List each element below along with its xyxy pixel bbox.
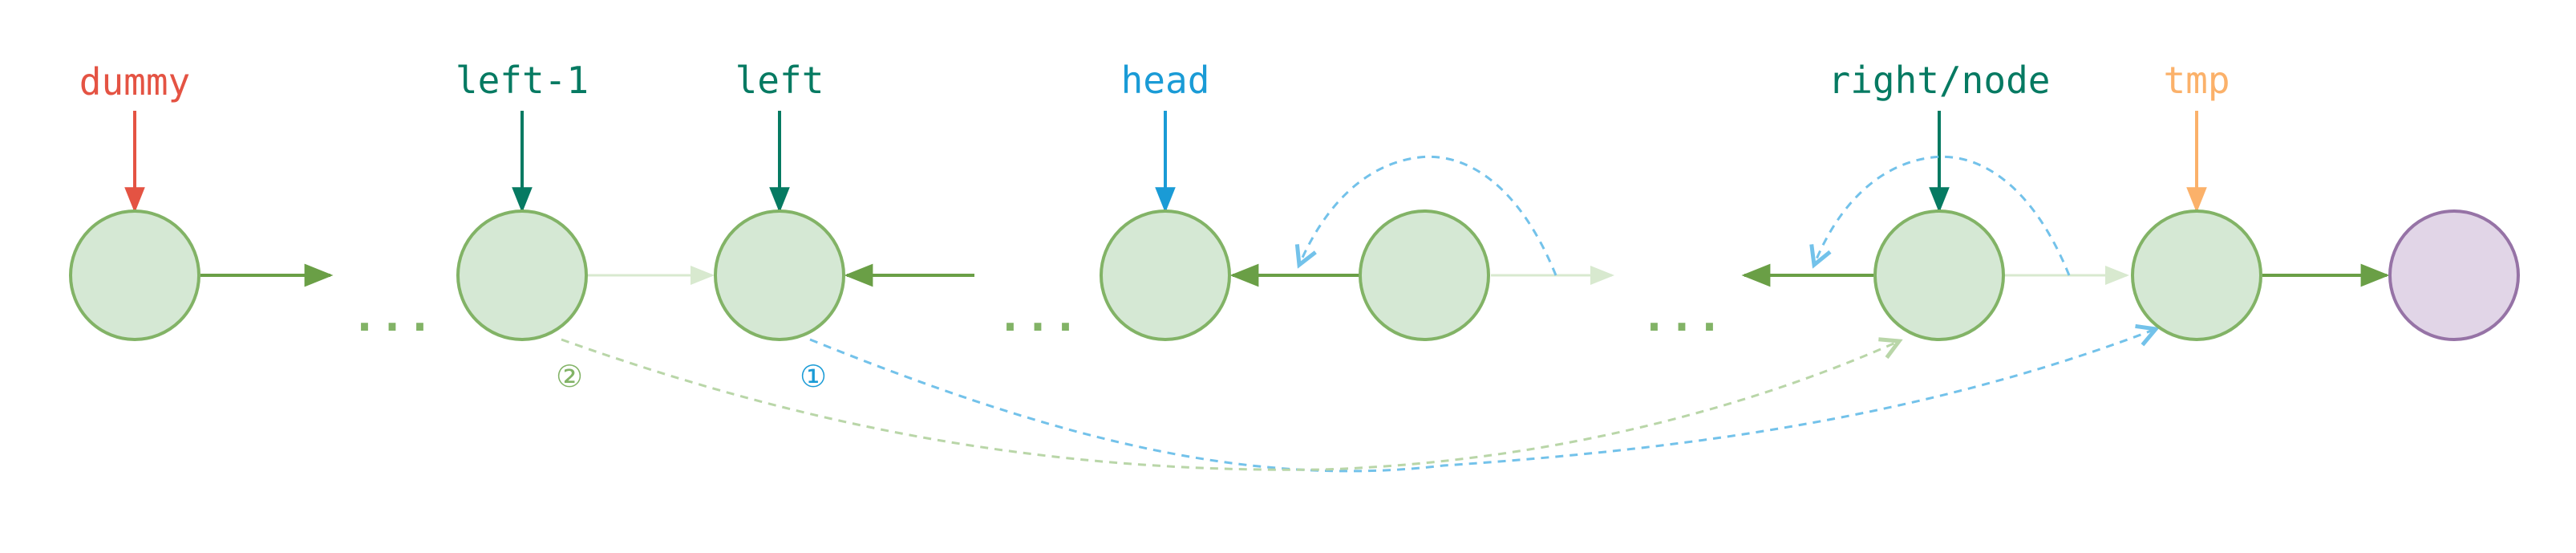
node-right — [1873, 209, 2005, 341]
node-after-head — [1359, 209, 1490, 341]
right-node-label: right/node — [1829, 59, 2051, 102]
dummy-label: dummy — [79, 60, 190, 104]
reverse-curve-arrow-2 — [1814, 155, 2071, 276]
left-label: left — [735, 59, 824, 102]
head-label: head — [1121, 59, 1210, 102]
node-head — [1100, 209, 1231, 341]
reconnect-left-to-tmp-arrow — [809, 329, 2156, 473]
node-left-minus-1 — [456, 209, 588, 341]
node-end — [2388, 209, 2520, 341]
step-2-marker: ② — [556, 359, 583, 394]
node-tmp — [2131, 209, 2262, 341]
reverse-curve-arrow-1 — [1299, 155, 1557, 276]
node-dummy — [69, 209, 200, 341]
left-minus-1-label: left-1 — [456, 59, 589, 102]
reconnect-left-minus-1-to-right-arrow — [561, 340, 1899, 471]
step-1-marker: ① — [800, 359, 827, 394]
ellipsis-2: ... — [997, 291, 1080, 341]
tmp-label: tmp — [2163, 59, 2230, 102]
node-left — [714, 209, 845, 341]
ellipsis-3: ... — [1641, 291, 1724, 341]
ellipsis-1: ... — [351, 291, 435, 341]
